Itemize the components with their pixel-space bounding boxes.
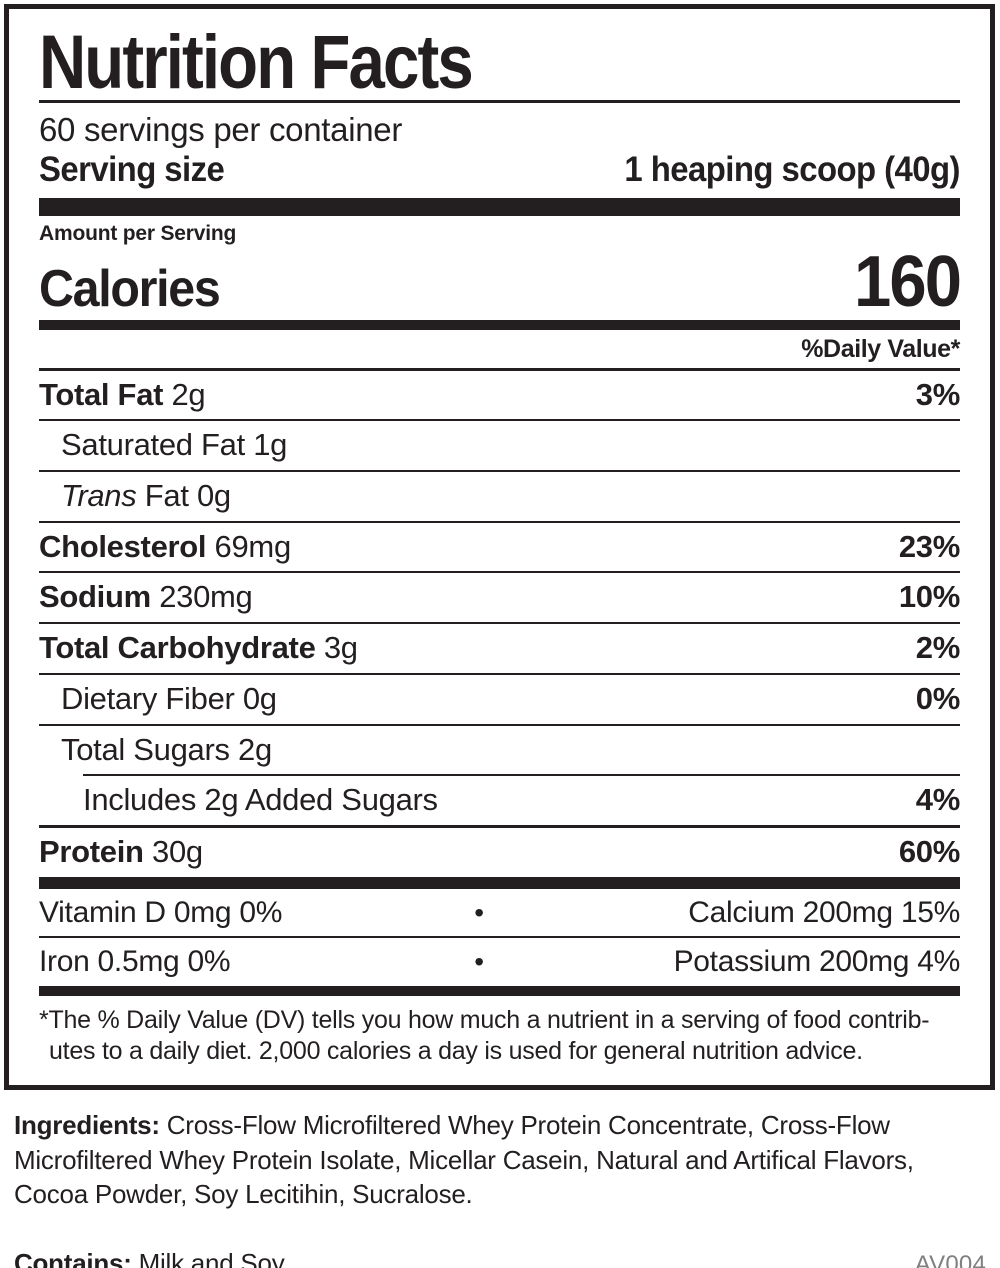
nutrient-name: Protein 30g xyxy=(39,834,203,870)
serving-size-value: 1 heaping scoop (40g) xyxy=(624,150,961,190)
divider-under-title xyxy=(39,99,960,103)
contains-statement: Contains: Milk and Soy. xyxy=(14,1248,290,1268)
row-divider-inset xyxy=(83,774,960,777)
divider-thick-after-calories xyxy=(39,319,960,330)
table-row: Total Fat 2g 3% xyxy=(39,371,960,420)
table-row: Cholesterol 69mg 23% xyxy=(39,523,960,572)
micronutrient-right: Calcium 200mg 15% xyxy=(688,895,960,929)
nutrient-percent: 3% xyxy=(915,376,961,412)
micronutrient-right: Potassium 200mg 4% xyxy=(673,945,961,979)
row-divider xyxy=(39,723,960,726)
nutrient-name: Total Sugars 2g xyxy=(61,731,272,767)
divider-under-daily-value xyxy=(39,367,960,371)
table-row: Dietary Fiber 0g 0% xyxy=(39,675,960,724)
micronutrient-left: Iron 0.5mg 0% xyxy=(39,945,231,979)
calories-label: Calories xyxy=(39,260,221,319)
nutrient-percent: 23% xyxy=(898,528,960,564)
nutrient-name-rest: Fat 0g xyxy=(136,477,231,513)
serving-size-row: Serving size 1 heaping scoop (40g) xyxy=(39,150,961,198)
servings-per-container: 60 servings per container xyxy=(39,110,403,148)
daily-value-header: %Daily Value* xyxy=(801,334,960,363)
label-code: AV004 xyxy=(914,1250,986,1268)
row-divider xyxy=(39,520,960,523)
serving-size-label: Serving size xyxy=(39,150,225,190)
nutrient-name-bold: Total Fat xyxy=(39,376,164,412)
nutrient-name-rest: 3g xyxy=(315,630,358,666)
footnote-line-1: *The % Daily Value (DV) tells you how mu… xyxy=(39,1005,930,1034)
calories-value: 160 xyxy=(853,241,962,322)
ingredients-block: Ingredients: Cross-Flow Microfiltered Wh… xyxy=(14,1108,986,1268)
nutrition-facts-panel: Nutrition Facts 60 servings per containe… xyxy=(4,4,995,1090)
divider-thick-after-serving-size xyxy=(39,198,960,217)
nutrient-name: Cholesterol 69mg xyxy=(39,528,292,565)
nutrient-percent: 0% xyxy=(915,680,961,716)
row-divider xyxy=(39,936,960,939)
nutrient-name: Dietary Fiber 0g xyxy=(61,680,277,716)
nutrient-name: Trans Fat 0g xyxy=(61,477,231,514)
row-divider xyxy=(39,419,960,422)
calories-row: Calories 160 xyxy=(39,241,962,322)
nutrient-name-rest: 2g xyxy=(163,376,206,412)
nutrition-facts-inner: Nutrition Facts 60 servings per containe… xyxy=(39,9,962,1085)
divider-thick-before-footnote xyxy=(39,985,960,996)
table-row: Sodium 230mg 10% xyxy=(39,573,960,622)
nutrient-percent: 2% xyxy=(915,630,961,666)
amount-per-serving-label: Amount per Serving xyxy=(39,222,237,246)
nutrient-percent: 4% xyxy=(915,782,961,818)
ingredients-paragraph: Ingredients: Cross-Flow Microfiltered Wh… xyxy=(14,1108,986,1212)
bullet-separator-icon: • xyxy=(474,896,484,928)
nutrient-name: Sodium 230mg xyxy=(39,579,253,615)
divider-thick-after-protein xyxy=(39,876,960,889)
micronutrient-left: Vitamin D 0mg 0% xyxy=(39,895,283,929)
row-divider xyxy=(39,469,960,472)
table-row: Total Sugars 2g xyxy=(39,726,960,775)
contains-label: Contains: xyxy=(14,1247,132,1268)
nutrient-percent: 10% xyxy=(898,579,960,615)
table-row: Vitamin D 0mg 0% • Calcium 200mg 15% xyxy=(39,889,960,937)
table-row: Iron 0.5mg 0% • Potassium 200mg 4% xyxy=(39,938,960,986)
nutrient-name-bold: Protein xyxy=(39,834,144,870)
nutrient-name-rest: 69mg xyxy=(206,528,292,564)
table-row: Total Carbohydrate 3g 2% xyxy=(39,624,960,673)
nutrient-name-italic: Trans xyxy=(61,477,137,513)
nutrient-name-bold: Sodium xyxy=(39,579,151,615)
row-divider xyxy=(39,622,960,625)
nutrient-percent: 60% xyxy=(898,834,960,870)
daily-value-footnote: *The % Daily Value (DV) tells you how mu… xyxy=(39,996,960,1068)
nutrient-name: Total Carbohydrate 3g xyxy=(39,630,358,666)
table-row: Protein 30g 60% xyxy=(39,828,960,877)
row-divider xyxy=(39,825,960,829)
nutrient-name: Includes 2g Added Sugars xyxy=(83,782,438,818)
row-divider xyxy=(39,571,960,574)
ingredients-text: Cross-Flow Microfiltered Whey Protein Co… xyxy=(14,1110,914,1210)
nutrient-name-rest: 30g xyxy=(143,834,203,870)
nutrient-name-bold: Total Carbohydrate xyxy=(39,630,316,666)
ingredients-label: Ingredients: xyxy=(14,1110,160,1140)
contains-text: Milk and Soy. xyxy=(131,1247,290,1268)
footnote-line-2: utes to a daily diet. 2,000 calories a d… xyxy=(49,1037,863,1066)
table-row: Trans Fat 0g xyxy=(39,472,960,521)
contains-row: Contains: Milk and Soy. AV004 xyxy=(14,1248,986,1268)
table-row: Saturated Fat 1g xyxy=(39,421,960,470)
nutrient-name-bold: Cholesterol xyxy=(39,528,207,564)
row-divider xyxy=(39,672,960,675)
nutrient-name: Saturated Fat 1g xyxy=(61,427,288,463)
bullet-separator-icon: • xyxy=(474,946,484,978)
page-title: Nutrition Facts xyxy=(39,20,474,105)
nutrient-name: Total Fat 2g xyxy=(39,376,206,413)
nutrient-name-rest: 230mg xyxy=(150,579,253,615)
table-row: Includes 2g Added Sugars 4% xyxy=(39,776,960,825)
